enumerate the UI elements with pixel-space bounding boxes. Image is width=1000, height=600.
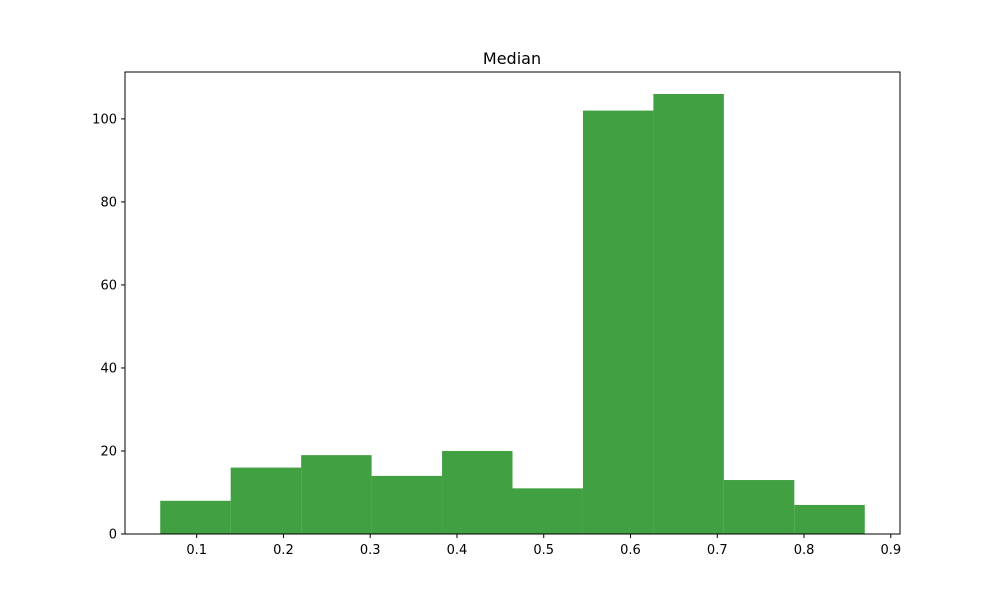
y-axis-ticks: 0 20 40 60 80 100 <box>92 112 125 543</box>
histogram-bar-6 <box>512 488 583 534</box>
x-tick-label: 0.7 <box>707 543 728 558</box>
x-tick-label: 0.6 <box>620 543 641 558</box>
histogram-bar-9 <box>723 480 795 534</box>
histogram-bar-4 <box>371 475 443 534</box>
y-tick-label: 60 <box>100 278 117 293</box>
histogram-bar-2 <box>230 467 302 534</box>
y-tick-label: 0 <box>109 528 117 543</box>
histogram-bar-5 <box>442 450 513 534</box>
bars-group <box>160 94 865 535</box>
plot-frame <box>124 71 901 535</box>
x-tick-label: 0.9 <box>880 543 901 558</box>
histogram-bar-1 <box>160 500 231 534</box>
x-tick-label: 0.4 <box>447 543 468 558</box>
histogram-bar-10 <box>794 504 865 534</box>
histogram-bar-7 <box>582 110 654 535</box>
y-tick-label: 40 <box>100 361 117 376</box>
x-tick-label: 0.5 <box>533 543 554 558</box>
x-tick-label: 0.3 <box>360 543 381 558</box>
chart-title: Median <box>483 49 541 68</box>
y-tick-label: 20 <box>100 444 117 459</box>
histogram-bar-3 <box>301 455 372 534</box>
x-axis-ticks: 0.1 0.2 0.3 0.4 0.5 0.6 0.7 0.8 0.9 <box>186 534 901 558</box>
y-tick-label: 80 <box>100 195 117 210</box>
histogram-bar-8 <box>653 94 724 534</box>
y-tick-label: 100 <box>92 112 117 127</box>
x-tick-label: 0.2 <box>273 543 294 558</box>
x-tick-label: 0.1 <box>186 543 207 558</box>
x-tick-label: 0.8 <box>794 543 815 558</box>
